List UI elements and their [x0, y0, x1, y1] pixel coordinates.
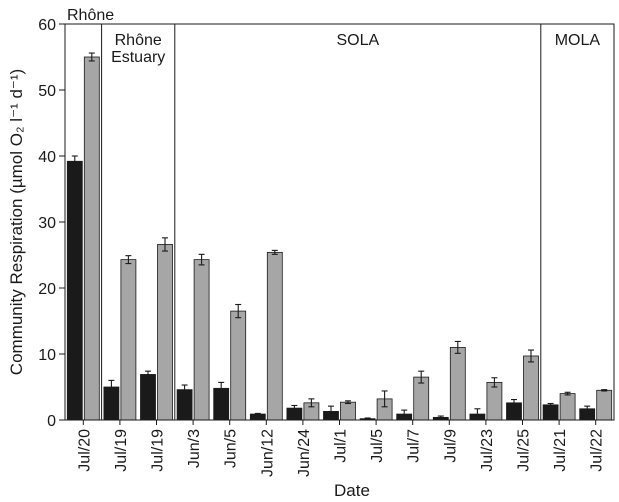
bar-s2-12	[523, 355, 539, 421]
y-axis: 0 10 20 30 40 50 60	[38, 17, 65, 430]
error-bar-s2-6	[308, 398, 315, 408]
x-tick-label-6: Jun/24	[296, 429, 313, 477]
y-tick-label-0: 0	[47, 413, 56, 430]
x-tick-label-8: Jul/5	[369, 429, 386, 463]
error-bar-s2-11	[491, 377, 498, 388]
x-tick-label-3: Jun/3	[186, 429, 203, 468]
x-tick-label-9: Jul/7	[406, 429, 423, 463]
x-tick-label-0: Jul/20	[76, 429, 93, 472]
error-bar-s2-8	[381, 390, 388, 408]
error-bar-s2-3	[198, 253, 205, 266]
bar-s1-2	[140, 374, 156, 421]
bars-layer	[66, 56, 613, 421]
bar-s2-1	[120, 259, 137, 421]
error-bar-s2-1	[125, 255, 132, 265]
bar-s2-7	[340, 401, 356, 421]
region-label-0: Rhône	[67, 7, 114, 24]
y-tick-label-60: 60	[38, 17, 56, 34]
bar-s2-13	[559, 393, 576, 421]
error-bar-s2-4	[235, 303, 242, 319]
error-bar-s1-8	[364, 417, 371, 420]
error-bar-s1-9	[401, 409, 408, 419]
x-tick-label-11: Jul/23	[479, 429, 496, 472]
region-label-1: Rhône Estuary	[111, 32, 165, 66]
error-bar-s1-0	[71, 155, 78, 168]
x-tick-label-1: Jul/19	[113, 429, 130, 472]
error-bar-s1-7	[328, 405, 334, 418]
region-labels: Rhône Rhône Estuary SOLA MOLA	[67, 7, 600, 66]
bar-s1-13	[542, 404, 559, 421]
x-tick-label-4: Jun/5	[223, 429, 240, 468]
error-bar-s1-13	[547, 402, 554, 407]
x-tick-label-7: Jul/1	[333, 429, 350, 463]
error-bar-s1-2	[145, 370, 151, 379]
error-bar-s2-14	[601, 389, 608, 392]
error-bar-s2-7	[345, 400, 351, 405]
error-bar-s2-13	[564, 391, 571, 396]
x-tick-label-14: Jul/22	[589, 429, 606, 472]
bar-s2-11	[486, 381, 503, 421]
x-tick-label-13: Jul/21	[552, 429, 569, 472]
error-bar-s2-2	[162, 237, 168, 252]
bar-s2-4	[230, 310, 247, 421]
error-bar-s1-5	[254, 412, 261, 416]
error-bar-s2-9	[418, 370, 425, 384]
error-bar-s1-6	[291, 404, 298, 412]
x-axis: Jul/20 Jul/19 Jul/19 Jun/3 Jun/5 Jun/12 Jun/24…	[76, 420, 606, 477]
error-bar-s2-5	[271, 249, 278, 255]
y-tick-label-50: 50	[38, 83, 56, 100]
x-tick-label-2: Jul/19	[150, 429, 167, 472]
y-tick-label-20: 20	[38, 281, 56, 298]
y-axis-title: Community Respiration (µmol O₂ l⁻¹ d⁻¹)	[7, 69, 26, 375]
region-label-3: MOLA	[555, 32, 601, 49]
x-axis-title: Date	[334, 481, 370, 500]
error-bar-s2-12	[528, 349, 534, 363]
bar-s1-0	[66, 160, 83, 421]
error-bar-s1-10	[437, 415, 444, 420]
region-label-2: SOLA	[336, 32, 379, 49]
error-bar-s1-12	[511, 398, 517, 407]
x-tick-label-12: Jul/25	[516, 429, 533, 472]
error-bar-s1-3	[181, 384, 188, 395]
bar-s2-5	[266, 251, 283, 421]
error-bar-s1-1	[108, 379, 115, 395]
bar-s2-14	[596, 389, 613, 421]
error-bar-s1-4	[218, 381, 225, 395]
y-tick-label-10: 10	[38, 347, 56, 364]
y-tick-label-30: 30	[38, 215, 56, 232]
error-bar-s1-14	[584, 405, 591, 412]
y-tick-label-40: 40	[38, 149, 56, 166]
bar-s2-3	[193, 259, 210, 421]
x-tick-label-5: Jun/12	[259, 429, 276, 477]
error-bars-layer	[71, 52, 608, 420]
x-tick-label-10: Jul/9	[442, 429, 459, 463]
error-bar-s2-0	[88, 52, 95, 62]
bar-s2-10	[449, 346, 466, 421]
error-bar-s2-10	[454, 340, 461, 354]
bar-s2-0	[83, 56, 100, 421]
error-bar-s1-11	[474, 408, 481, 420]
bar-s2-2	[157, 244, 173, 421]
